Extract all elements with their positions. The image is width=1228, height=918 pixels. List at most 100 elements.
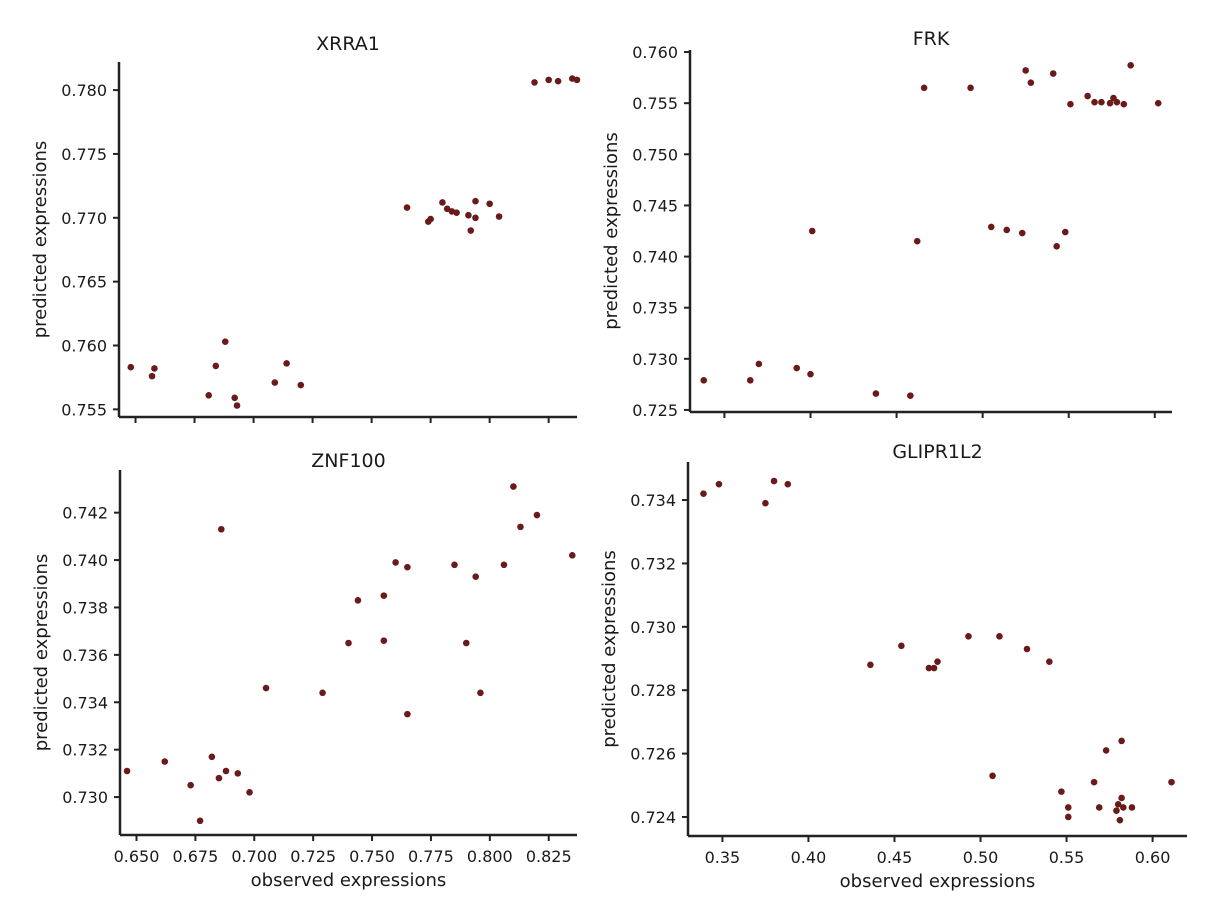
- y-axis-label: predicted expressions: [31, 554, 52, 752]
- scatter-point: [1091, 98, 1098, 106]
- scatter-point: [965, 633, 972, 640]
- scatter-point: [217, 525, 225, 533]
- scatter-point: [427, 215, 434, 223]
- scatter-point: [319, 689, 326, 697]
- scatter-point: [1023, 645, 1031, 653]
- scatter-point: [462, 639, 470, 647]
- y-tick-label: 0.725: [632, 401, 678, 420]
- scatter-point: [380, 592, 388, 599]
- scatter-point: [755, 360, 763, 368]
- scatter-point: [404, 710, 411, 718]
- scatter-point: [1095, 804, 1103, 811]
- scatter-point: [770, 477, 778, 485]
- y-tick-label: 0.755: [632, 94, 678, 113]
- scatter-point: [1067, 100, 1074, 108]
- y-tick-label: 0.735: [632, 299, 678, 318]
- scatter-point: [1018, 229, 1026, 237]
- y-tick-label: 0.740: [62, 551, 108, 570]
- scatter-point: [746, 376, 754, 384]
- scatter-point: [1102, 747, 1110, 754]
- scatter-point: [234, 770, 242, 777]
- scatter-point: [517, 523, 524, 531]
- scatter-point: [196, 817, 204, 825]
- scatter-point: [1116, 816, 1124, 824]
- scatter-point: [762, 499, 769, 507]
- y-tick-label: 0.734: [630, 491, 676, 510]
- scatter-point: [930, 664, 938, 672]
- scatter-point: [465, 211, 472, 219]
- y-tick-label: 0.730: [632, 350, 678, 369]
- scatter-point: [262, 684, 270, 692]
- scatter-point: [161, 758, 169, 765]
- scatter-point: [700, 490, 707, 497]
- scatter-point: [477, 689, 484, 697]
- scatter-point: [283, 360, 290, 367]
- scatter-point: [1113, 807, 1120, 814]
- panel-4: GLIPR1L2 0.724 0.726 0.728 0.730 0.732 0.734 0.…: [599, 441, 1187, 892]
- scatter-point: [793, 364, 801, 372]
- scatter-point: [1053, 243, 1060, 250]
- scatter-point: [1049, 70, 1057, 77]
- scatter-point: [1090, 778, 1098, 786]
- scatter-point: [151, 365, 158, 372]
- y-tick-label: 0.726: [630, 745, 676, 764]
- x-axis-label: observed expressions: [251, 870, 447, 891]
- scatter-point: [545, 76, 552, 84]
- scatter-point: [1106, 99, 1114, 107]
- y-axis-label: predicted expressions: [30, 141, 51, 339]
- y-axis-label: predicted expressions: [601, 132, 622, 330]
- scatter-point: [573, 76, 581, 84]
- scatter-point: [467, 227, 475, 234]
- scatter-point: [554, 77, 562, 85]
- y-tick-label: 0.750: [632, 145, 678, 164]
- y-tick-label: 0.740: [632, 248, 678, 267]
- y-tick-label: 0.736: [62, 646, 108, 665]
- x-tick-label: 0.675: [172, 847, 218, 866]
- scatter-point: [898, 642, 905, 650]
- scatter-point: [1027, 79, 1035, 87]
- x-tick-label: 0.40: [791, 848, 827, 867]
- scatter-point: [500, 561, 508, 569]
- panel-title: ZNF100: [311, 450, 385, 472]
- scatter-point: [700, 376, 708, 384]
- scatter-point: [925, 664, 933, 672]
- y-tick-label: 0.732: [630, 554, 676, 573]
- scatter-point: [392, 559, 399, 566]
- y-tick-label: 0.742: [62, 504, 108, 523]
- x-tick-label: 0.700: [231, 847, 277, 866]
- scatter-point: [1064, 804, 1072, 811]
- scatter-point: [1120, 804, 1127, 811]
- scatter-point: [934, 658, 941, 665]
- scatter-point: [1061, 228, 1069, 236]
- panel-title: FRK: [913, 28, 950, 50]
- x-tick-label: 0.775: [408, 847, 454, 866]
- scatter-point: [533, 511, 541, 519]
- scatter-point: [354, 597, 362, 604]
- scatter-point: [1168, 778, 1175, 786]
- y-tick-label: 0.734: [62, 693, 108, 712]
- scatter-point: [784, 480, 792, 488]
- scatter-point: [1022, 67, 1029, 74]
- y-tick-label: 0.760: [61, 336, 107, 355]
- scatter-point: [451, 561, 458, 569]
- scatter-point: [920, 84, 928, 92]
- scatter-point: [1114, 801, 1122, 808]
- scatter-point: [212, 362, 220, 370]
- scatter-point: [1098, 98, 1105, 106]
- scatter-point: [1003, 226, 1011, 234]
- scatter-point: [187, 781, 194, 789]
- scatter-point: [123, 767, 131, 775]
- scatter-point: [404, 563, 411, 571]
- scatter-point: [271, 379, 279, 386]
- y-tick-label: 0.728: [630, 681, 676, 700]
- scatter-point: [215, 774, 223, 782]
- scatter-point: [510, 483, 517, 490]
- y-tick-label: 0.745: [632, 196, 678, 215]
- scatter-point: [472, 573, 480, 580]
- scatter-point: [208, 753, 216, 761]
- scatter-point: [345, 639, 352, 647]
- scatter-point: [221, 338, 229, 345]
- scatter-point: [1058, 788, 1065, 795]
- y-tick-label: 0.775: [61, 145, 107, 164]
- x-tick-label: 0.45: [877, 848, 913, 867]
